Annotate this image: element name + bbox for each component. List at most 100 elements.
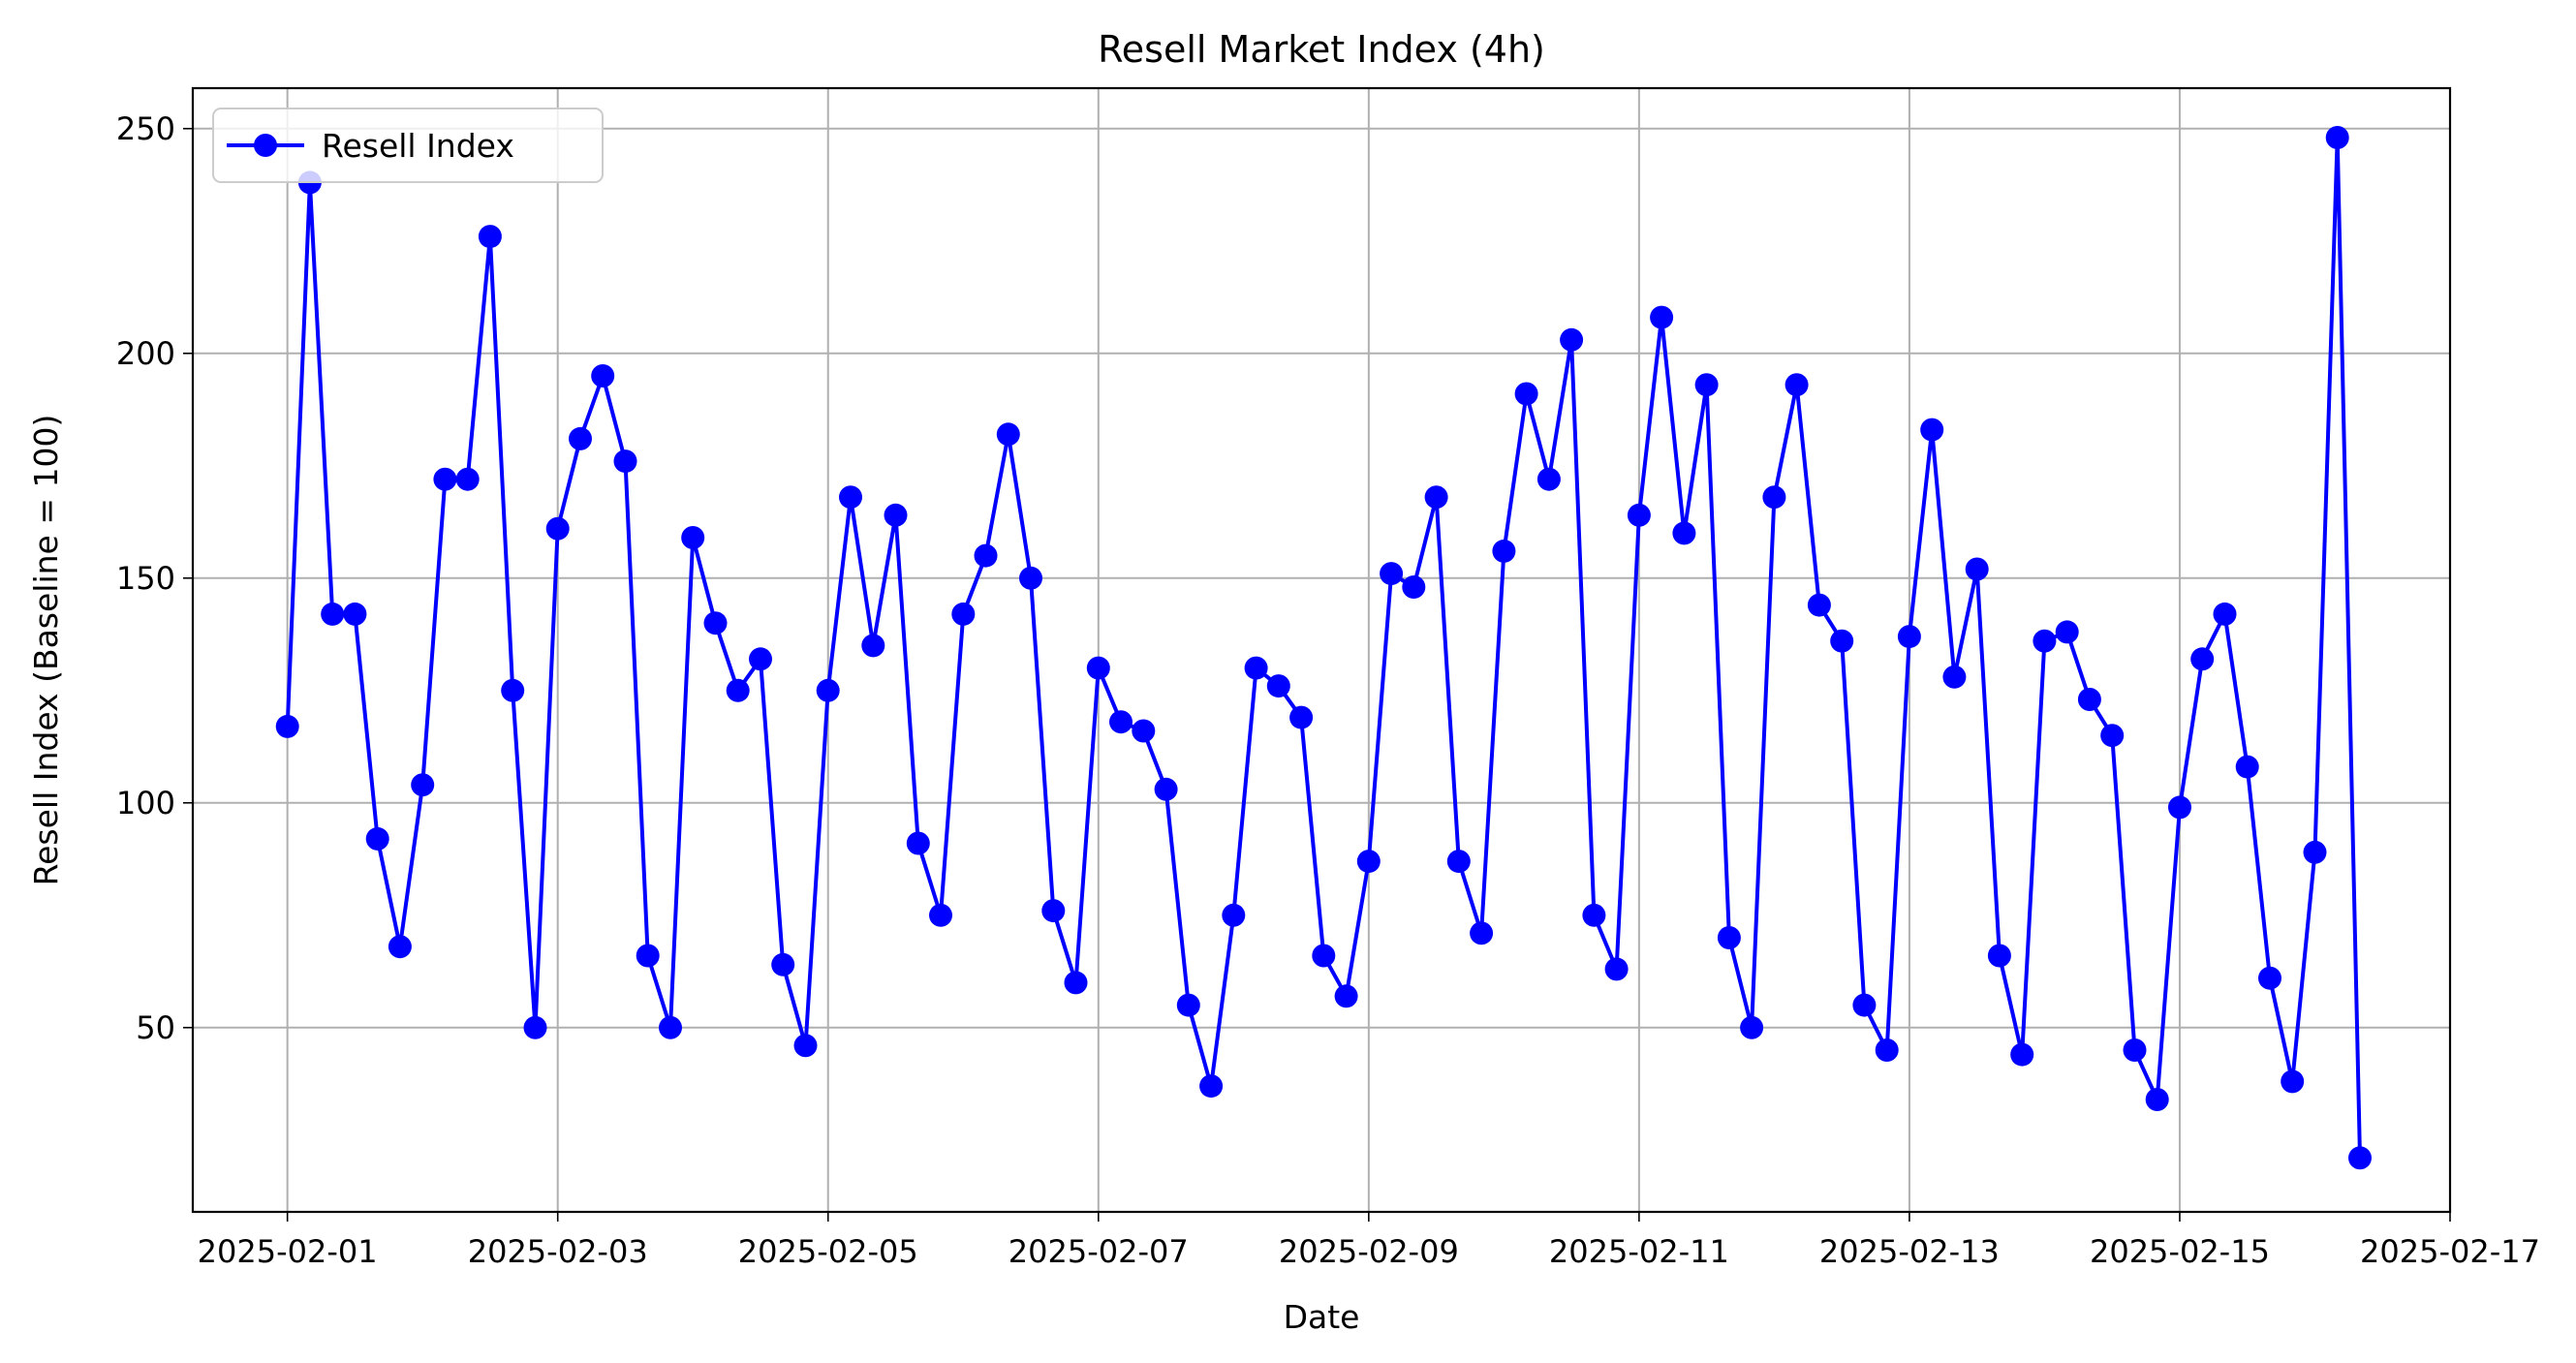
x-tick-label-1: 2025-02-03 [468, 1233, 648, 1270]
data-point-80 [2077, 688, 2101, 711]
data-point-87 [2235, 755, 2259, 779]
x-tick-label-7: 2025-02-15 [2090, 1233, 2270, 1270]
data-point-35 [1064, 971, 1088, 995]
data-point-84 [2168, 795, 2191, 820]
data-point-65 [1740, 1015, 1764, 1039]
data-point-29 [929, 903, 952, 927]
data-point-77 [2010, 1042, 2034, 1067]
data-point-85 [2190, 647, 2215, 671]
data-point-81 [2100, 724, 2125, 748]
data-point-70 [1852, 993, 1877, 1017]
data-point-58 [1582, 903, 1606, 927]
x-tick-label-5: 2025-02-11 [1549, 1233, 1729, 1270]
y-tick-label-1: 100 [116, 785, 175, 821]
data-point-17 [659, 1015, 682, 1039]
data-point-83 [2145, 1088, 2169, 1111]
data-point-25 [839, 485, 862, 510]
x-tick-label-0: 2025-02-01 [198, 1233, 378, 1270]
data-point-30 [951, 602, 976, 626]
data-point-78 [2033, 629, 2057, 653]
data-point-12 [545, 516, 570, 541]
data-point-82 [2123, 1038, 2147, 1062]
data-point-67 [1785, 373, 1809, 397]
data-point-90 [2303, 840, 2327, 864]
y-tick-label-0: 50 [136, 1009, 175, 1046]
data-point-37 [1109, 710, 1133, 734]
y-tick-label-2: 150 [116, 560, 175, 597]
legend: Resell Index [212, 108, 604, 183]
plot-area-frame [191, 86, 2452, 1214]
x-tick-label-8: 2025-02-17 [2360, 1233, 2540, 1270]
data-point-14 [591, 364, 615, 387]
data-point-24 [816, 678, 840, 702]
data-point-42 [1222, 903, 1246, 927]
data-point-74 [1942, 665, 1967, 689]
data-point-31 [974, 543, 998, 568]
data-point-56 [1536, 467, 1561, 491]
data-point-15 [613, 449, 637, 474]
data-point-46 [1312, 944, 1336, 968]
data-point-76 [1987, 944, 2011, 968]
data-point-26 [861, 634, 885, 658]
data-point-27 [884, 503, 908, 527]
x-tick-label-2: 2025-02-05 [738, 1233, 918, 1270]
data-point-86 [2213, 602, 2237, 626]
data-point-10 [501, 678, 525, 702]
data-point-91 [2325, 126, 2349, 149]
data-point-55 [1514, 382, 1538, 406]
data-point-43 [1244, 656, 1268, 680]
data-point-44 [1266, 674, 1290, 698]
x-axis-label: Date [1284, 1298, 1360, 1336]
data-point-21 [749, 647, 772, 671]
data-point-41 [1199, 1074, 1224, 1099]
data-point-7 [433, 467, 457, 491]
data-point-54 [1492, 539, 1516, 563]
grid [193, 88, 2451, 1212]
data-point-69 [1830, 629, 1854, 653]
data-point-71 [1875, 1038, 1899, 1062]
legend-box [212, 108, 604, 183]
data-point-49 [1380, 562, 1404, 586]
data-point-59 [1604, 957, 1629, 981]
data-point-23 [793, 1034, 818, 1058]
data-point-8 [455, 467, 480, 491]
data-point-51 [1424, 485, 1448, 510]
data-point-62 [1672, 521, 1696, 545]
data-point-38 [1132, 719, 1156, 743]
data-point-45 [1289, 705, 1314, 729]
x-tick-label-6: 2025-02-13 [1819, 1233, 2000, 1270]
data-point-79 [2055, 620, 2079, 644]
data-point-11 [523, 1015, 547, 1039]
data-point-52 [1446, 850, 1471, 874]
y-tick-label-3: 200 [116, 335, 175, 372]
data-point-75 [1965, 557, 1989, 581]
data-point-61 [1650, 305, 1674, 329]
data-series [275, 126, 2372, 1170]
data-point-18 [681, 526, 705, 549]
x-tick-label-4: 2025-02-09 [1279, 1233, 1459, 1270]
data-point-92 [2348, 1146, 2372, 1170]
data-point-50 [1402, 575, 1426, 599]
data-point-68 [1807, 593, 1831, 617]
data-point-40 [1176, 993, 1200, 1017]
data-point-4 [365, 826, 389, 851]
data-point-6 [411, 773, 435, 797]
data-point-2 [321, 602, 345, 626]
data-point-89 [2281, 1069, 2305, 1094]
data-point-16 [636, 944, 660, 968]
data-point-48 [1356, 850, 1381, 874]
legend-marker-swatch [254, 134, 277, 157]
data-point-88 [2258, 966, 2281, 990]
legend-label-resell-index: Resell Index [322, 127, 514, 165]
data-point-3 [343, 602, 367, 626]
y-tick-label-4: 250 [116, 110, 175, 147]
data-point-53 [1470, 921, 1494, 945]
data-point-20 [726, 678, 750, 702]
data-point-73 [1920, 418, 1944, 442]
axis-ticks: 2025-02-01 2025-02-03 2025-02-05 2025-02-07… [116, 110, 2540, 1270]
data-point-5 [388, 935, 412, 959]
data-point-57 [1560, 327, 1584, 352]
data-point-60 [1627, 503, 1651, 527]
data-point-22 [771, 952, 795, 976]
